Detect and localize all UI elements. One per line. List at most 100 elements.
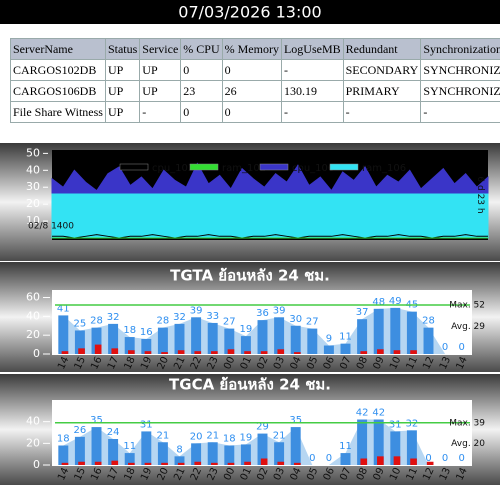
value-label: 39	[190, 305, 203, 316]
x-tick-label: 19	[139, 355, 154, 371]
x-tick-label: 08	[355, 466, 370, 482]
header-row: ServerName Status Service% CPU% Memory LogU…	[10, 38, 500, 60]
bar-secondary	[211, 462, 218, 465]
bar-secondary	[61, 462, 69, 465]
value-label: 9	[326, 334, 332, 345]
bar-secondary	[410, 458, 417, 465]
bar	[91, 427, 102, 465]
y-tick-label: 20	[26, 197, 40, 210]
avg-label: Avg. 29	[451, 322, 485, 332]
bar-secondary	[111, 460, 119, 465]
max-label: Max. 39	[449, 418, 485, 428]
x-tick-label: 22	[189, 466, 204, 482]
bar	[224, 328, 235, 354]
bar	[207, 322, 218, 354]
x-tick-label: 13	[438, 466, 453, 482]
value-label: 31	[140, 419, 153, 430]
value-label: 19	[240, 432, 253, 443]
bar	[323, 345, 334, 354]
cell: 23	[180, 80, 223, 102]
x-tick-label: 10	[388, 466, 403, 482]
value-label: 18	[57, 434, 70, 445]
bar	[274, 317, 285, 354]
bar-secondary	[128, 462, 135, 465]
x-tick-label: 15	[73, 466, 88, 482]
cell: SYNCHRONIZED	[420, 80, 500, 102]
x-tick-label: 21	[172, 466, 187, 482]
x-tick-label: 01	[239, 355, 254, 371]
y-tick-label: 60	[26, 291, 40, 304]
bar-secondary	[244, 461, 251, 465]
x-tick-label: 04	[288, 466, 303, 482]
bar	[340, 453, 351, 465]
y-tick-label: 40	[26, 415, 40, 428]
value-label: 21	[157, 430, 170, 441]
x-tick-label: 14	[454, 355, 469, 371]
bar-secondary	[94, 344, 102, 354]
y-tick-label: 50	[26, 146, 40, 159]
x-tick-label: 12	[421, 466, 436, 482]
bar	[108, 323, 119, 354]
bar-secondary	[277, 349, 285, 354]
th: % CPU	[180, 38, 223, 60]
cell: 0	[221, 101, 282, 123]
value-label: 0	[442, 453, 448, 464]
value-label: 27	[306, 317, 319, 328]
cell: UP	[104, 59, 141, 81]
x-tick-label: 09	[371, 466, 386, 482]
bar-secondary	[360, 458, 368, 465]
bar	[373, 419, 384, 465]
value-label: 0	[459, 453, 465, 464]
value-label: 0	[425, 453, 431, 464]
value-label: 31	[389, 419, 402, 430]
x-tick-label: 07	[338, 355, 353, 371]
th: Synchronization	[420, 38, 500, 60]
value-label: 21	[206, 430, 219, 441]
y-tick-label: 40	[26, 163, 40, 176]
value-label: 32	[406, 418, 419, 429]
value-label: 27	[223, 317, 236, 328]
row: File Share Witness UP -0 0- - -	[10, 101, 500, 123]
bar-secondary	[260, 458, 268, 465]
bar	[390, 307, 401, 354]
x-tick-label: 02	[255, 355, 270, 371]
y-tick-label: 10	[26, 214, 40, 227]
bar-secondary	[260, 351, 268, 354]
bar-secondary	[144, 351, 152, 354]
bar	[423, 327, 434, 354]
bar-secondary	[144, 462, 152, 465]
chart-title: TGCA ย้อนหลัง 24 ชม.	[169, 376, 331, 394]
cell: SYNCHRONIZED	[420, 59, 500, 81]
th: Status	[104, 38, 141, 60]
bar-secondary	[410, 350, 417, 354]
value-label: 32	[107, 312, 120, 323]
y-tick-label: 0	[33, 347, 40, 360]
bar	[240, 336, 251, 354]
max-label: Max. 52	[449, 301, 485, 311]
y-tick-label: 20	[26, 328, 40, 341]
x-tick-label: 17	[106, 355, 121, 371]
bar-secondary	[294, 352, 301, 354]
legend-swatch	[329, 163, 359, 171]
th: Redundant	[342, 38, 422, 60]
bar-secondary	[161, 352, 168, 354]
legend-swatch	[259, 163, 289, 171]
bar	[124, 337, 135, 354]
cell: 0	[221, 59, 282, 81]
y-tick-label: 0	[33, 458, 40, 471]
x-tick-label: 01	[239, 466, 254, 482]
x-tick-label: 09	[371, 355, 386, 371]
value-label: 20	[190, 431, 203, 442]
value-label: 0	[326, 453, 332, 464]
bar	[174, 456, 185, 465]
bar	[157, 327, 168, 354]
x-tick-label: 04	[288, 355, 303, 371]
bar-secondary	[194, 461, 202, 465]
bar	[191, 443, 202, 465]
bar-secondary	[294, 462, 301, 465]
cell: -	[280, 101, 344, 123]
value-label: 29	[256, 422, 269, 433]
value-label: 32	[173, 312, 186, 323]
series-area	[51, 193, 489, 239]
